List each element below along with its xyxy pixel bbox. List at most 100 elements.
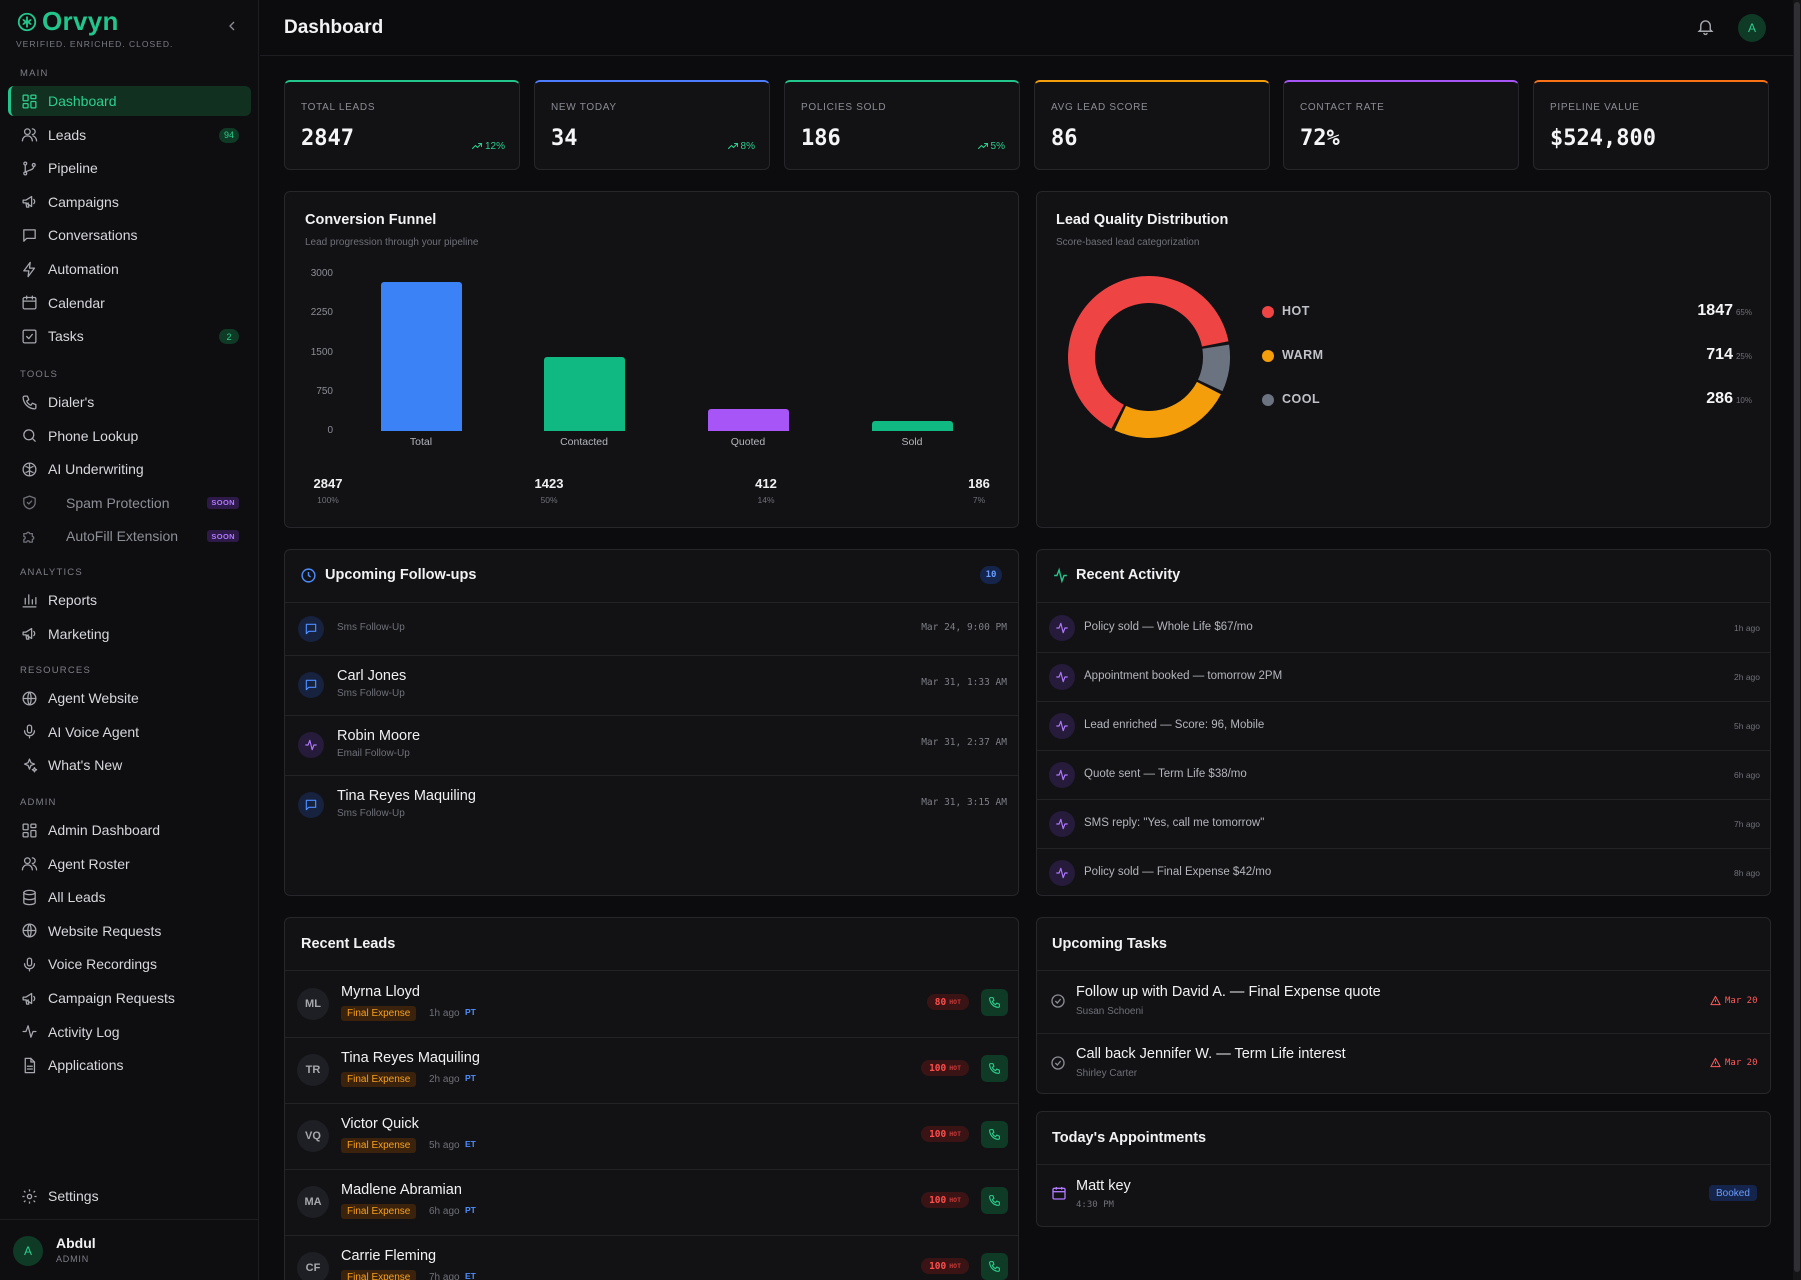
sidebar-item-campaign-requests[interactable]: Campaign Requests <box>8 983 251 1013</box>
sidebar-item-ai-underwriting[interactable]: AI Underwriting <box>8 454 251 484</box>
sidebar-item-spam-protection[interactable]: Spam Protection SOON <box>8 488 251 518</box>
lead-name[interactable]: Tina Reyes Maquiling <box>341 1050 480 1066</box>
sidebar-item-tasks[interactable]: Tasks 2 <box>8 321 251 351</box>
sidebar-item-ai-voice-agent[interactable]: AI Voice Agent <box>8 717 251 747</box>
funnel-bar-contacted[interactable] <box>543 356 625 431</box>
scrollbar-thumb[interactable] <box>1794 2 1800 1272</box>
lead-name[interactable]: Victor Quick <box>341 1116 419 1132</box>
database-icon <box>23 889 36 905</box>
calendar-icon <box>1052 1187 1066 1200</box>
chat-icon <box>305 799 317 811</box>
sidebar-item-label: Campaigns <box>48 193 119 210</box>
divider <box>1037 701 1770 702</box>
activity-icon <box>1056 622 1068 634</box>
funnel-stage-value: 186 <box>968 476 990 491</box>
x-tick-label: Sold <box>901 436 923 448</box>
donut-slice-warm[interactable] <box>1114 381 1221 438</box>
sidebar-item-settings[interactable]: Settings <box>8 1181 251 1211</box>
followups-title: Upcoming Follow-ups <box>325 567 477 583</box>
y-tick-label: 2250 <box>310 307 333 319</box>
lead-row[interactable] <box>285 1103 1018 1169</box>
sidebar-item-automation[interactable]: Automation <box>8 254 251 284</box>
lead-row[interactable] <box>285 971 1018 1037</box>
user-profile[interactable]: A Abdul ADMIN <box>0 1219 259 1280</box>
call-lead-button[interactable] <box>981 1055 1008 1082</box>
lead-name[interactable]: Myrna Lloyd <box>341 984 420 1000</box>
lead-name[interactable]: Madlene Abramian <box>341 1182 462 1198</box>
app-name: Orvyn <box>42 6 119 36</box>
stat-card-policies-sold[interactable]: POLICIES SOLD 186 5% <box>784 80 1020 170</box>
followup-type: Email Follow-Up <box>337 748 410 759</box>
legend-label: COOL <box>1282 392 1321 406</box>
lead-score: 100 <box>929 1128 947 1140</box>
logo[interactable]: Orvyn VERIFIED. ENRICHED. CLOSED. <box>16 6 173 49</box>
brain-icon <box>22 462 37 477</box>
funnel-stage-percent: 14% <box>757 495 775 505</box>
divider <box>285 715 1018 716</box>
y-tick-label: 1500 <box>310 346 333 358</box>
call-lead-button[interactable] <box>981 1121 1008 1148</box>
funnel-bar-sold[interactable] <box>871 421 953 431</box>
donut-slice-hot[interactable] <box>1068 276 1229 429</box>
call-lead-button[interactable] <box>981 1253 1008 1280</box>
activity-text: Policy sold — Whole Life $67/mo <box>1084 621 1253 633</box>
sidebar-item-phone-lookup[interactable]: Phone Lookup <box>8 421 251 451</box>
lead-row[interactable] <box>285 1169 1018 1235</box>
lead-time-ago: 2h ago <box>429 1074 460 1085</box>
sidebar-item-voice-recordings[interactable]: Voice Recordings <box>8 949 251 979</box>
bell-icon[interactable] <box>1696 17 1715 36</box>
sidebar-item-agent-website[interactable]: Agent Website <box>8 683 251 713</box>
sidebar-item-agent-roster[interactable]: Agent Roster <box>8 849 251 879</box>
sidebar-item-dashboard[interactable]: Dashboard <box>8 86 251 116</box>
stat-card-total-leads[interactable]: TOTAL LEADS 2847 12% <box>284 80 520 170</box>
avatar[interactable]: A <box>1738 14 1766 42</box>
funnel-bar-quoted[interactable] <box>707 409 789 431</box>
call-lead-button[interactable] <box>981 989 1008 1016</box>
legend-percent: 10% <box>1735 396 1752 405</box>
sidebar-item-admin-dashboard[interactable]: Admin Dashboard <box>8 815 251 845</box>
stat-card-new-today[interactable]: NEW TODAY 34 8% <box>534 80 770 170</box>
shield-icon <box>23 495 36 510</box>
sidebar-item-all-leads[interactable]: All Leads <box>8 882 251 912</box>
activity-title: Recent Activity <box>1076 567 1181 583</box>
sidebar-item-conversations[interactable]: Conversations <box>8 220 251 250</box>
sidebar-item-leads[interactable]: Leads 94 <box>8 120 251 150</box>
lead-name[interactable]: Carrie Fleming <box>341 1248 437 1264</box>
collapse-sidebar-icon[interactable] <box>224 18 240 34</box>
task-row[interactable] <box>1037 971 1770 1033</box>
donut-slice-cool[interactable] <box>1197 344 1230 392</box>
stat-value: $524,800 <box>1550 126 1656 151</box>
divider <box>285 1103 1018 1104</box>
globe-icon <box>22 690 37 706</box>
stat-card-pipeline-value[interactable]: PIPELINE VALUE $524,800 <box>1533 80 1769 170</box>
sidebar-item-autofill-extension[interactable]: AutoFill Extension SOON <box>8 521 251 551</box>
sidebar-item-label: Calendar <box>48 294 105 311</box>
sidebar-item-what-s-new[interactable]: What's New <box>8 750 251 780</box>
lead-row[interactable] <box>285 1037 1018 1103</box>
activity-item-icon <box>1049 811 1075 837</box>
task-complete-toggle[interactable] <box>1050 993 1066 1009</box>
appointment-time: 4:30 PM <box>1076 1200 1114 1210</box>
sidebar-item-label: Settings <box>48 1188 99 1204</box>
sidebar-item-calendar[interactable]: Calendar <box>8 288 251 318</box>
sidebar-item-pipeline[interactable]: Pipeline <box>8 153 251 183</box>
appointment-row[interactable]: Matt key 4:30 PM Booked <box>1037 1165 1770 1225</box>
sidebar-item-marketing[interactable]: Marketing <box>8 619 251 649</box>
sidebar-item-reports[interactable]: Reports <box>8 585 251 615</box>
task-row[interactable] <box>1037 1033 1770 1095</box>
sidebar-item-campaigns[interactable]: Campaigns <box>8 187 251 217</box>
funnel-bar-total[interactable] <box>380 282 462 431</box>
gear-icon <box>22 1188 37 1204</box>
stat-card-contact-rate[interactable]: CONTACT RATE 72% <box>1283 80 1519 170</box>
task-complete-toggle[interactable] <box>1050 1055 1066 1071</box>
sidebar-item-website-requests[interactable]: Website Requests <box>8 916 251 946</box>
sidebar-item-applications[interactable]: Applications <box>8 1050 251 1080</box>
scrollbar[interactable] <box>1793 0 1801 1280</box>
sidebar-item-dialer-s[interactable]: Dialer's <box>8 387 251 417</box>
call-lead-button[interactable] <box>981 1187 1008 1214</box>
stat-card-avg-lead-score[interactable]: AVG LEAD SCORE 86 <box>1034 80 1270 170</box>
globe-icon <box>22 923 37 938</box>
lead-score: 100 <box>929 1062 947 1074</box>
activity-text: Policy sold — Final Expense $42/mo <box>1084 866 1272 878</box>
sidebar-item-activity-log[interactable]: Activity Log <box>8 1017 251 1047</box>
